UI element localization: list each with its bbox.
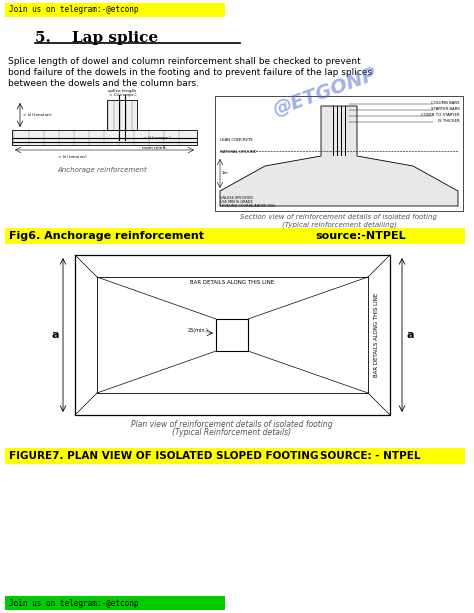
Text: Plan view of reinforcement details of isolated footing: Plan view of reinforcement details of is… [131,420,333,429]
Text: main reinft.: main reinft. [142,146,167,150]
Text: @ETGONP: @ETGONP [270,65,379,120]
Text: source:-NTPEL: source:-NTPEL [315,231,406,241]
FancyBboxPatch shape [75,255,390,415]
Text: UNLESS SPECIFIED: UNLESS SPECIFIED [220,196,253,200]
Text: NATURAL GROUND: NATURAL GROUND [220,150,256,154]
Text: COVER TO STARTER: COVER TO STARTER [421,113,460,117]
Text: USE MIN IS GRADE: USE MIN IS GRADE [220,200,253,204]
Text: > $C_c$(compr.): > $C_c$(compr.) [108,91,138,99]
Text: 25(min.): 25(min.) [188,328,209,333]
Text: Splice length of dowel and column reinforcement shall be checked to prevent: Splice length of dowel and column reinfo… [8,57,361,66]
Text: COLUMN BARS: COLUMN BARS [431,101,460,105]
Polygon shape [107,100,137,130]
Text: IS THICKER: IS THICKER [438,119,460,123]
FancyBboxPatch shape [215,96,463,211]
Text: > $l_d$ (tension): > $l_d$ (tension) [22,111,53,119]
Text: Join us on telegram:-@etconp: Join us on telegram:-@etconp [9,598,138,607]
Text: > $l_d$ (compr.): > $l_d$ (compr.) [142,134,172,142]
FancyBboxPatch shape [5,3,225,17]
Polygon shape [220,106,458,206]
Text: (Typical reinforcement detailing): (Typical reinforcement detailing) [282,221,396,227]
Polygon shape [12,130,197,145]
Text: a: a [406,330,414,340]
FancyBboxPatch shape [5,448,465,464]
Text: BAR DETAILS ALONG THIS LINE: BAR DETAILS ALONG THIS LINE [374,293,380,377]
Text: splice length: splice length [108,89,136,93]
FancyBboxPatch shape [5,596,225,610]
Text: Fig6. Anchorage reinforcement: Fig6. Anchorage reinforcement [9,231,204,241]
Text: Section view of reinforcement details of isolated footing: Section view of reinforcement details of… [240,214,438,220]
Text: STARTER BARS: STARTER BARS [431,107,460,111]
Text: SOURCE: - NTPEL: SOURCE: - NTPEL [320,451,420,461]
Text: FIGURE7. PLAN VIEW OF ISOLATED SLOPED FOOTING: FIGURE7. PLAN VIEW OF ISOLATED SLOPED FO… [9,451,319,461]
Text: a: a [51,330,59,340]
Text: LEAN CONCRETE: LEAN CONCRETE [220,138,253,142]
Text: Join us on telegram:-@etconp: Join us on telegram:-@etconp [9,6,138,15]
Text: 1m: 1m [222,171,228,175]
Text: Anchorage reinforcement: Anchorage reinforcement [57,167,147,173]
Text: BAR DETAILS ALONG THIS LINE: BAR DETAILS ALONG THIS LINE [190,280,274,284]
Text: bond failure of the dowels in the footing and to prevent failure of the lap spli: bond failure of the dowels in the footin… [8,68,372,77]
Text: between the dowels and the column bars.: between the dowels and the column bars. [8,79,199,88]
Text: > $l_d$ (tension): > $l_d$ (tension) [56,153,87,161]
FancyBboxPatch shape [5,228,465,244]
Text: 5.    Lap splice: 5. Lap splice [35,31,158,45]
Text: LEVELING COURSE ABOVE SOIL: LEVELING COURSE ABOVE SOIL [220,204,275,208]
Text: (Typical Reinforcement details): (Typical Reinforcement details) [173,428,292,437]
